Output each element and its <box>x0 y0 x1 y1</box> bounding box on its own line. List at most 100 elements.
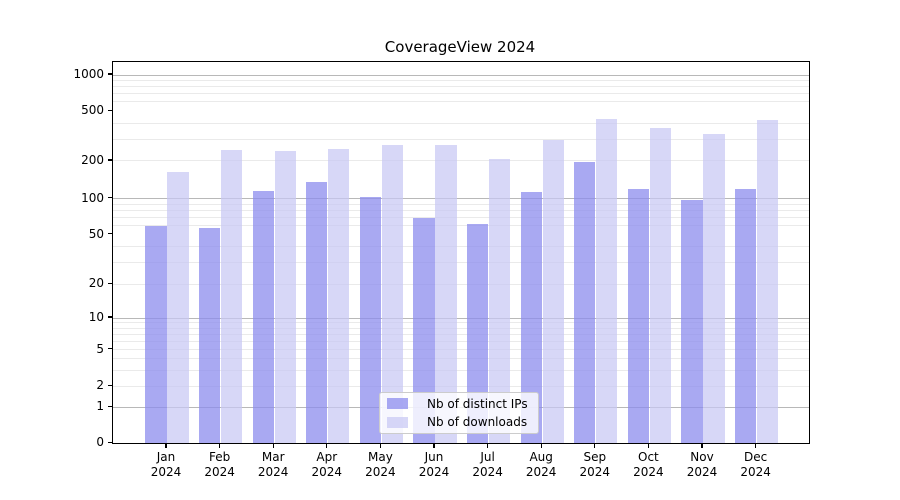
y-tick-mark-500 <box>108 109 112 112</box>
x-tick-mark-jan <box>165 443 167 448</box>
legend-item-downloads: Nb of downloads <box>387 415 531 431</box>
x-tick-mark-aug <box>540 443 542 448</box>
y-tick-mark-1000 <box>108 73 112 75</box>
y-tick-mark-100 <box>108 197 112 199</box>
x-tick-label-may: May 2024 <box>365 450 396 479</box>
y-tick-label-2: 2 <box>96 378 104 393</box>
legend-label-distinct-ips: Nb of distinct IPs <box>427 396 528 411</box>
x-tick-mark-may <box>379 443 381 448</box>
legend-item-distinct-ips: Nb of distinct IPs <box>387 396 531 412</box>
gridline-700 <box>113 93 809 95</box>
y-tick-mark-50 <box>108 233 112 235</box>
legend: Nb of distinct IPs Nb of downloads <box>379 392 539 434</box>
y-tick-mark-5 <box>108 348 112 350</box>
gridline-80 <box>113 209 809 211</box>
x-tick-mark-sep <box>594 443 596 448</box>
gridline-20 <box>113 283 809 285</box>
bar-ips-aug <box>520 192 542 443</box>
bar-ips-oct <box>627 188 650 443</box>
y-tick-label-200: 200 <box>81 152 104 167</box>
x-tick-mark-jun <box>433 443 435 448</box>
y-tick-label-1: 1 <box>96 399 104 414</box>
gridline-3 <box>113 369 809 371</box>
x-tick-label-mar: Mar 2024 <box>257 450 289 479</box>
gridline-900 <box>113 80 809 82</box>
bar-downloads-aug <box>542 140 564 443</box>
x-tick-mark-dec <box>755 443 757 448</box>
gridline-100 <box>113 198 809 200</box>
gridline-7 <box>113 333 809 335</box>
x-tick-label-aug: Aug 2024 <box>525 450 557 479</box>
gridline-6 <box>113 340 809 342</box>
gridline-10 <box>113 317 809 319</box>
bar-downloads-sep <box>596 119 618 443</box>
gridline-9 <box>113 322 809 324</box>
bar-downloads-dec <box>756 119 779 443</box>
y-tick-label-20: 20 <box>88 276 104 290</box>
gridline-1000 <box>113 74 809 76</box>
gridline-300 <box>113 138 809 140</box>
bar-ips-feb <box>198 227 221 443</box>
x-tick-mark-mar <box>272 443 274 448</box>
bar-downloads-jun <box>435 145 457 443</box>
bar-ips-apr <box>306 181 328 443</box>
y-tick-label-1000: 1000 <box>73 66 104 81</box>
x-tick-label-jan: Jan 2024 <box>150 450 182 479</box>
y-tick-label-100: 100 <box>81 190 104 205</box>
y-tick-label-50: 50 <box>88 226 104 241</box>
gridline-2 <box>113 386 809 387</box>
bar-ips-may <box>359 197 382 443</box>
bar-downloads-mar <box>274 151 296 443</box>
gridline-200 <box>113 160 809 162</box>
bar-ips-jun <box>413 217 435 443</box>
gridline-90 <box>113 203 809 205</box>
gridline-70 <box>113 216 809 218</box>
x-tick-label-jun: Jun 2024 <box>418 450 450 479</box>
bar-downloads-oct <box>649 127 672 443</box>
y-tick-label-10: 10 <box>88 309 104 324</box>
bar-ips-jul <box>466 224 489 443</box>
x-tick-mark-apr <box>326 443 328 448</box>
gridline-600 <box>113 101 809 103</box>
bar-downloads-nov <box>703 133 725 443</box>
x-tick-label-sep: Sep 2024 <box>579 450 611 479</box>
gridline-40 <box>113 246 809 248</box>
y-tick-mark-1 <box>108 405 112 408</box>
bar-downloads-may <box>381 145 404 443</box>
x-tick-mark-jul <box>487 443 489 448</box>
x-tick-mark-oct <box>647 443 649 448</box>
x-tick-label-feb: Feb 2024 <box>204 450 235 479</box>
bar-ips-sep <box>574 162 596 443</box>
x-tick-label-apr: Apr 2024 <box>311 450 343 479</box>
x-tick-mark-feb <box>219 443 221 448</box>
gridline-8 <box>113 327 809 329</box>
bar-downloads-feb <box>220 150 243 443</box>
bar-ips-dec <box>734 188 757 443</box>
bar-ips-mar <box>252 190 274 443</box>
y-tick-label-5: 5 <box>96 341 104 356</box>
gridline-4 <box>113 358 809 360</box>
legend-swatch-downloads <box>387 416 408 428</box>
bar-downloads-jul <box>488 159 511 443</box>
gridline-30 <box>113 261 809 263</box>
plot-area <box>112 61 810 444</box>
y-tick-mark-2 <box>108 384 112 387</box>
y-tick-label-500: 500 <box>81 103 104 118</box>
bar-ips-jan <box>145 225 167 443</box>
gridline-800 <box>113 86 809 88</box>
bar-ips-nov <box>681 200 703 443</box>
x-tick-mark-nov <box>701 443 703 448</box>
gridline-5 <box>113 349 809 351</box>
gridline-60 <box>113 224 809 226</box>
x-tick-label-nov: Nov 2024 <box>686 450 718 479</box>
legend-label-downloads: Nb of downloads <box>427 415 528 430</box>
x-tick-label-jul: Jul 2024 <box>472 450 503 479</box>
legend-swatch-distinct-ips <box>387 398 408 410</box>
x-tick-label-oct: Oct 2024 <box>633 450 664 479</box>
bar-downloads-jan <box>167 172 189 443</box>
x-tick-label-dec: Dec 2024 <box>740 450 771 479</box>
bar-downloads-apr <box>328 148 350 443</box>
y-tick-mark-20 <box>108 282 112 284</box>
chart-title: CoverageView 2024 <box>384 38 536 56</box>
